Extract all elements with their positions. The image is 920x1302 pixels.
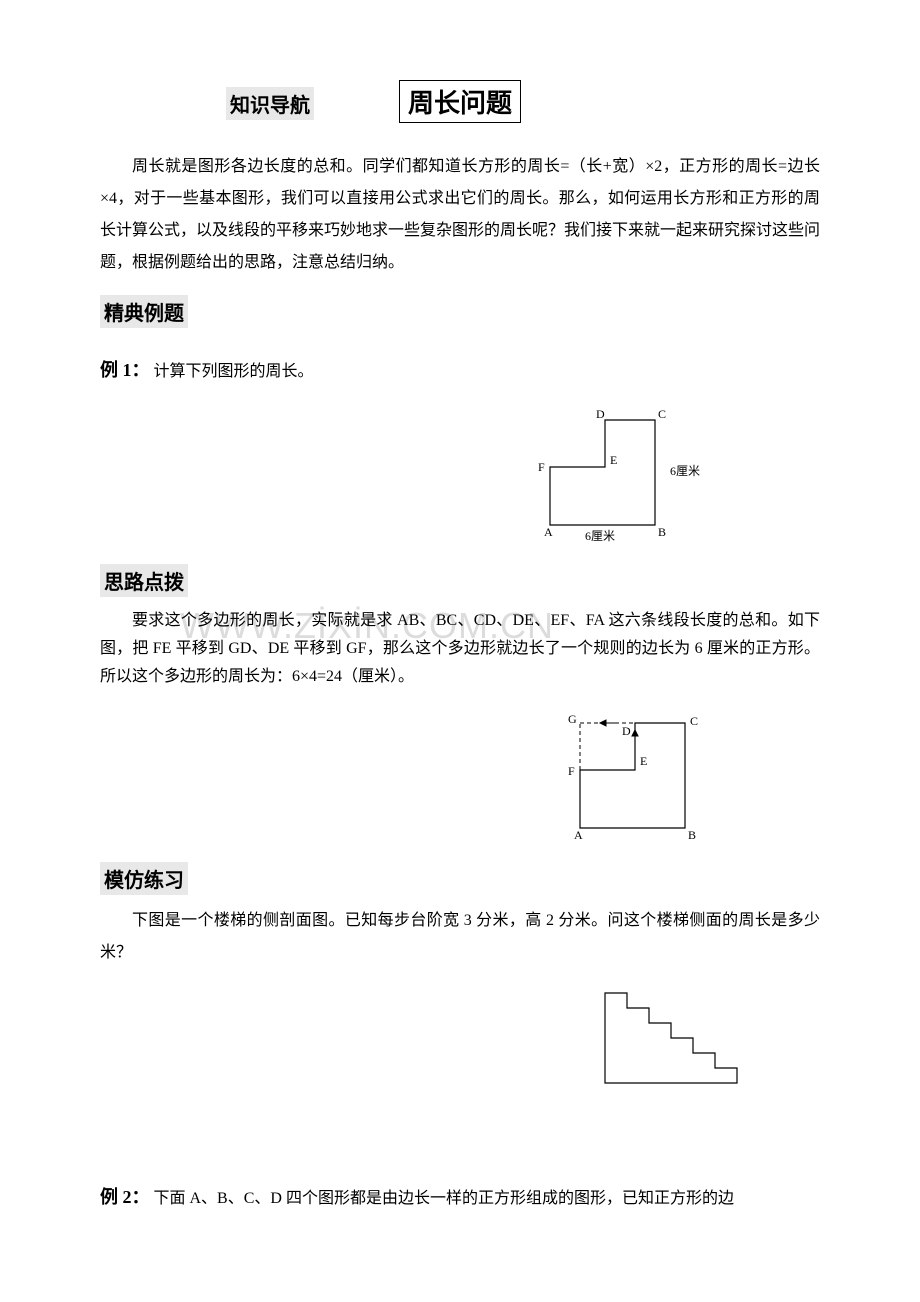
example1-line: 例 1： 计算下列图形的周长。 [100, 352, 820, 388]
example2-text: 下面 A、B、C、D 四个图形都是由边长一样的正方形组成的图形，已知正方形的边 [154, 1190, 734, 1207]
figure3-svg [590, 981, 760, 1096]
fig2-label-G: G [568, 712, 577, 726]
heading-examples: 精典例题 [100, 295, 188, 328]
fig1-side-right: 6厘米 [670, 464, 700, 478]
fig1-side-bottom: 6厘米 [585, 529, 615, 543]
fig1-label-F: F [538, 460, 545, 474]
fig2-label-E: E [640, 754, 647, 768]
example2-label: 例 2： [100, 1187, 150, 1207]
fig1-label-E: E [610, 453, 617, 467]
fig1-label-A: A [544, 525, 553, 539]
fig2-label-A: A [574, 828, 583, 842]
knowledge-body: 周长就是图形各边长度的总和。同学们都知道长方形的周长=（长+宽）×2，正方形的周… [100, 151, 820, 279]
fig2-label-F: F [568, 764, 575, 778]
page-title: 周长问题 [399, 80, 521, 123]
hint-body: 要求这个多边形的周长，实际就是求 AB、BC、CD、DE、EF、FA 这六条线段… [100, 607, 820, 691]
heading-knowledge: 知识导航 [226, 87, 314, 120]
fig1-label-B: B [658, 525, 666, 539]
figure1-block: A B C D E F 6厘米 6厘米 [100, 400, 820, 550]
fig2-label-D: D [622, 724, 631, 738]
practice-body: 下图是一个楼梯的侧剖面图。已知每步台阶宽 3 分米，高 2 分米。问这个楼梯侧面… [100, 905, 820, 969]
figure2-block: A B C D E F G [100, 703, 820, 848]
figure1-svg: A B C D E F 6厘米 6厘米 [530, 400, 740, 545]
example1-label: 例 1： [100, 360, 150, 380]
figure3-block [100, 981, 820, 1101]
example1-text: 计算下列图形的周长。 [154, 363, 314, 380]
heading-practice: 模仿练习 [100, 862, 188, 895]
fig1-label-D: D [596, 407, 605, 421]
heading-hint: 思路点拨 [100, 564, 188, 597]
example2-line: 例 2： 下面 A、B、C、D 四个图形都是由边长一样的正方形组成的图形，已知正… [100, 1179, 820, 1215]
fig2-label-C: C [690, 714, 698, 728]
figure2-svg: A B C D E F G [560, 703, 740, 843]
fig2-label-B: B [688, 828, 696, 842]
fig1-label-C: C [658, 407, 666, 421]
